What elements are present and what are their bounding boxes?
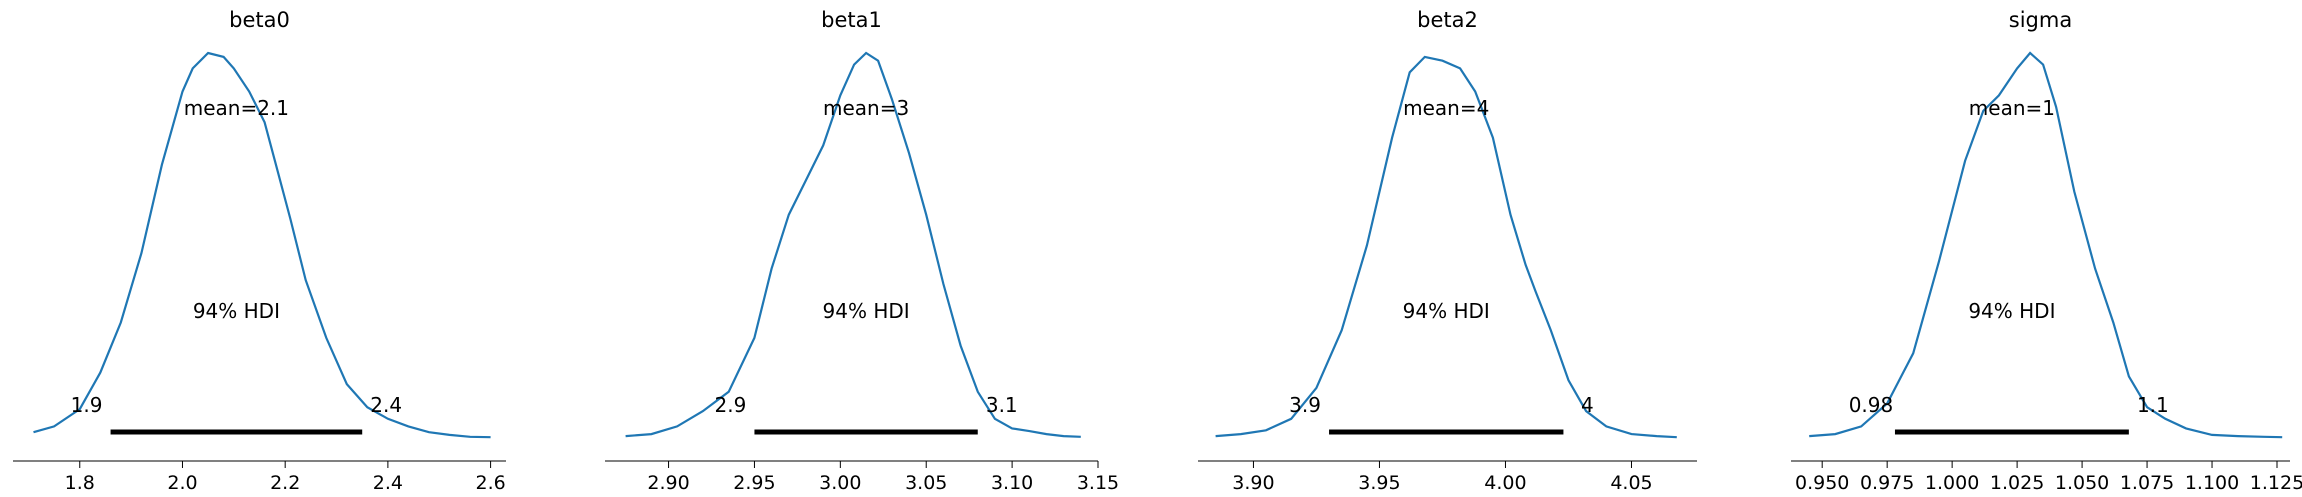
- posterior-panel-beta0: beta0 mean=2.1 94% HDI 1.9 2.4 1.8 2.0 2.2 2.4 2.…: [13, 8, 506, 494]
- mean-label: mean=1: [1969, 96, 2055, 120]
- density-curve: [625, 51, 1081, 438]
- hdi-upper-label: 3.1: [986, 393, 1018, 417]
- x-tick-label: 4.00: [1484, 472, 1526, 494]
- panel-title: beta1: [821, 8, 882, 32]
- hdi-label: 94% HDI: [193, 299, 280, 323]
- x-tick-label: 1.125: [2250, 472, 2302, 494]
- hdi-lower-label: 3.9: [1289, 393, 1321, 417]
- hdi-label: 94% HDI: [1968, 299, 2055, 323]
- x-tick-label: 3.95: [1358, 472, 1400, 494]
- x-tick-label: 2.0: [167, 472, 197, 494]
- density-curve: [1215, 55, 1677, 439]
- hdi-label: 94% HDI: [823, 299, 910, 323]
- panel-title: sigma: [2009, 8, 2072, 32]
- posterior-panel-beta2: beta2 mean=4 94% HDI 3.9 4 3.90 3.95 4.00 4.05: [1198, 8, 1697, 494]
- panel-title: beta2: [1417, 8, 1478, 32]
- mean-label: mean=3: [823, 96, 909, 120]
- hdi-lower-label: 0.98: [1849, 393, 1894, 417]
- x-tick-label: 2.90: [647, 472, 689, 494]
- panel-title: beta0: [229, 8, 290, 32]
- x-tick-label: 2.6: [475, 472, 505, 494]
- x-tick-label: 0.950: [1795, 472, 1849, 494]
- x-tick-label: 2.4: [373, 472, 403, 494]
- mean-label: mean=4: [1403, 96, 1489, 120]
- posterior-panel-beta1: beta1 mean=3 94% HDI 2.9 3.1 2.90 2.95 3.00 3.05…: [605, 8, 1119, 494]
- hdi-lower-label: 2.9: [715, 393, 747, 417]
- hdi-upper-label: 4: [1581, 393, 1594, 417]
- x-tick-label: 3.05: [905, 472, 947, 494]
- density-curve: [33, 51, 491, 439]
- x-tick-label: 0.975: [1860, 472, 1914, 494]
- x-tick-label: 4.05: [1610, 472, 1652, 494]
- hdi-lower-label: 1.9: [71, 393, 103, 417]
- x-tick-label: 2.95: [733, 472, 775, 494]
- posterior-panel-sigma: sigma mean=1 94% HDI 0.98 1.1 0.950 0.975 1.000…: [1791, 8, 2302, 494]
- x-tick-label: 2.2: [270, 472, 300, 494]
- x-tick-label: 1.075: [2120, 472, 2174, 494]
- mean-label: mean=2.1: [184, 96, 289, 120]
- x-tick-label: 3.15: [1077, 472, 1119, 494]
- x-tick-label: 1.100: [2185, 472, 2239, 494]
- hdi-label: 94% HDI: [1403, 299, 1490, 323]
- x-tick-label: 1.8: [65, 472, 95, 494]
- x-tick-label: 3.00: [819, 472, 861, 494]
- x-tick-label: 1.050: [2055, 472, 2109, 494]
- hdi-upper-label: 1.1: [2137, 393, 2169, 417]
- density-curve: [1809, 51, 2283, 439]
- hdi-upper-label: 2.4: [370, 393, 402, 417]
- x-tick-label: 3.90: [1232, 472, 1274, 494]
- x-tick-label: 3.10: [991, 472, 1033, 494]
- x-tick-label: 1.025: [1990, 472, 2044, 494]
- x-tick-label: 1.000: [1925, 472, 1979, 494]
